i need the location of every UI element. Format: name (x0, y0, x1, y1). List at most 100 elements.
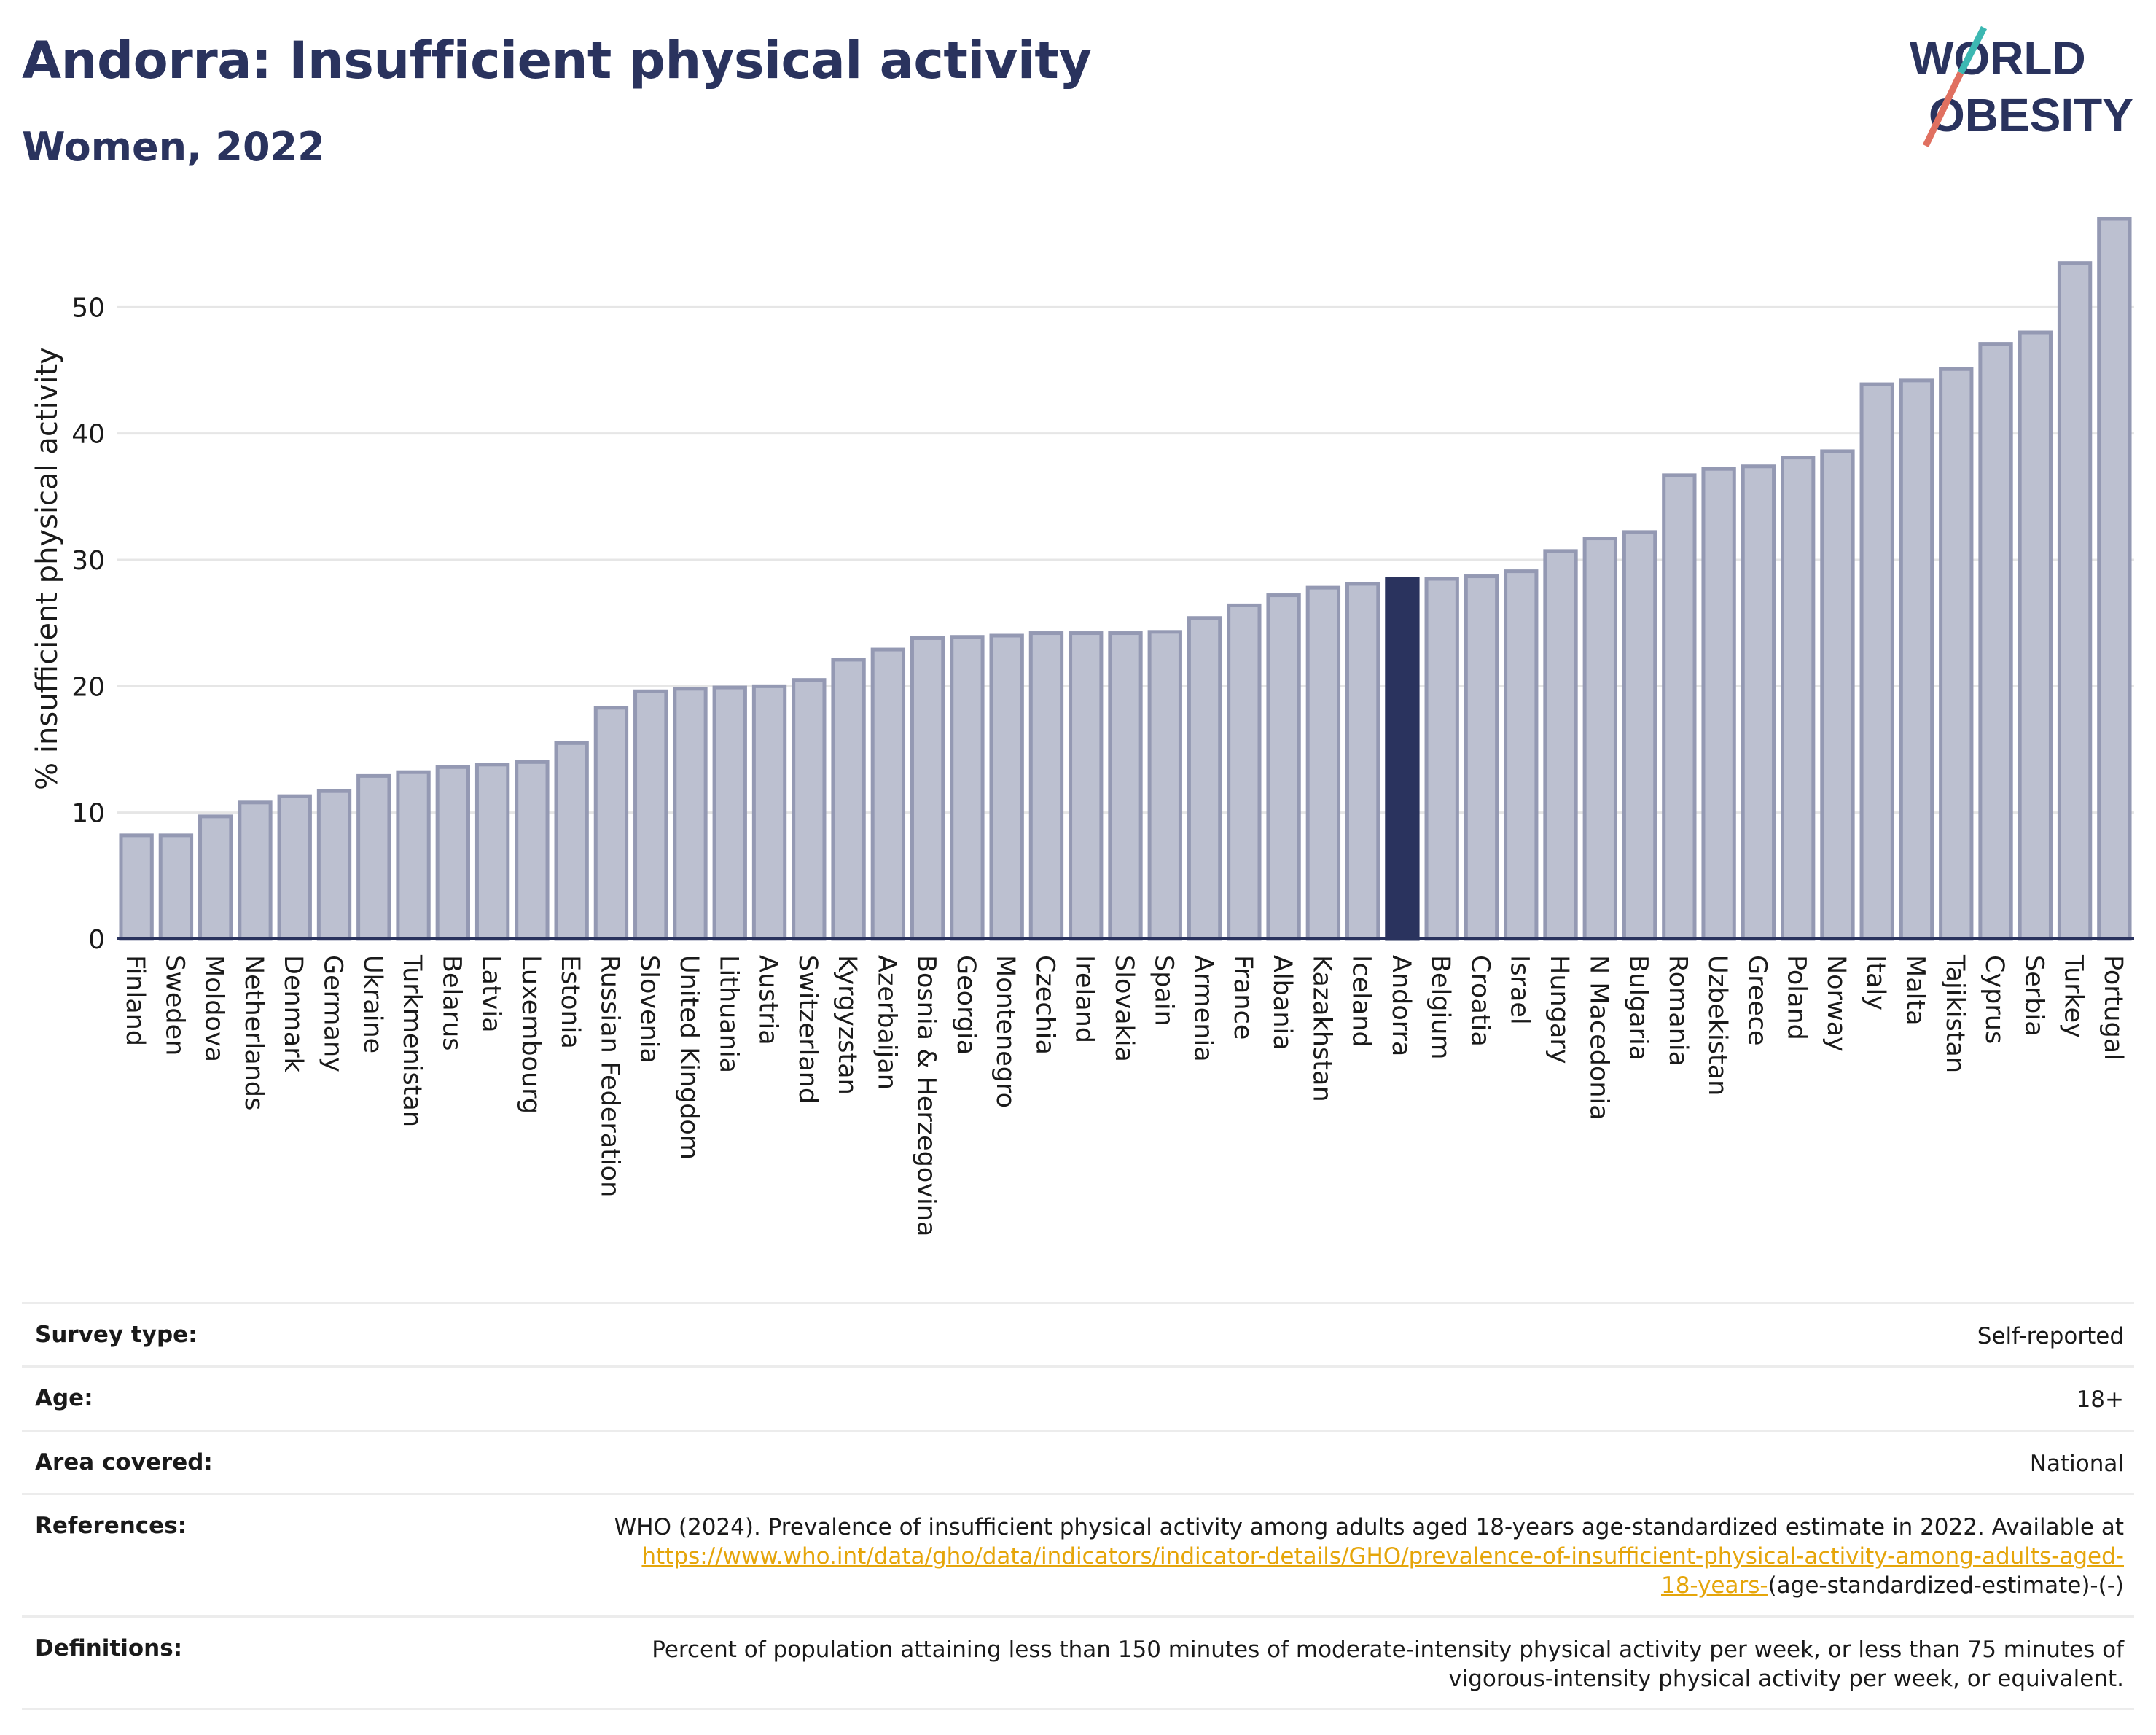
x-tick-label: Turkmenistan (397, 954, 426, 1127)
references-link[interactable]: https://www.who.int/data/gho/data/indica… (641, 1543, 2124, 1599)
y-tick-label: 30 (71, 546, 105, 576)
bar (158, 833, 194, 941)
references-label: References: (35, 1512, 187, 1539)
bar (1108, 631, 1143, 941)
bar (673, 687, 708, 941)
x-tick-label: Ukraine (358, 955, 387, 1053)
bar (316, 789, 352, 941)
x-tick-label: Sweden (160, 955, 189, 1056)
x-tick-label: Andorra (1386, 955, 1415, 1056)
bar (1978, 342, 2013, 941)
x-tick-label: Belarus (437, 955, 466, 1051)
bar (1266, 593, 1301, 941)
definitions-label: Definitions: (35, 1634, 183, 1661)
bar (2018, 330, 2053, 941)
bar-chart: 0 10 20 30 40 50 Finland Sweden Moldova Netherla… (31, 217, 2134, 1236)
x-tick-label: Greece (1742, 955, 1771, 1046)
bar (198, 814, 233, 941)
x-tick-label: United Kingdom (674, 955, 703, 1160)
bar (1424, 577, 1459, 941)
x-tick-label: Montenegro (991, 955, 1020, 1108)
meta-row-area: Area covered: National (22, 1429, 2134, 1493)
bar (1582, 537, 1617, 941)
x-tick-label: Cyprus (1980, 955, 2009, 1044)
x-tick-label: Slovenia (635, 955, 664, 1064)
y-tick-label: 40 (71, 420, 105, 450)
bar (2057, 261, 2093, 941)
bar (1069, 631, 1104, 941)
meta-row-definitions: Definitions: Percent of population attai… (22, 1615, 2134, 1711)
bar (1543, 549, 1578, 941)
survey-type-value: Self-reported (1977, 1323, 2124, 1349)
bar (751, 684, 787, 941)
x-tick-label: Kazakhstan (1307, 955, 1336, 1102)
x-tick-label: Portugal (2098, 955, 2128, 1061)
bar (870, 647, 906, 941)
bar (119, 833, 154, 941)
x-tick-label: Iceland (1347, 955, 1376, 1048)
bar (1028, 631, 1064, 941)
bar (989, 633, 1024, 941)
x-tick-label: Luxembourg (516, 955, 545, 1114)
x-tick-label: Bulgaria (1624, 955, 1653, 1061)
bar (1859, 382, 1894, 941)
bar (831, 658, 866, 941)
y-tick-label: 20 (71, 672, 105, 702)
x-tick-label: Moldova (200, 955, 229, 1062)
x-tick-label: Russian Federation (595, 955, 624, 1197)
x-tick-label: Poland (1782, 955, 1811, 1040)
x-tick-label: Netherlands (239, 955, 268, 1110)
bar (1227, 603, 1262, 941)
references-value: WHO (2024). Prevalence of insufficient p… (608, 1513, 2124, 1601)
bar (1305, 585, 1341, 941)
x-tick-label: Latvia (477, 955, 506, 1033)
bar (1820, 449, 1855, 941)
logo-line1: WORLD (1910, 32, 2086, 85)
x-tick-label: N Macedonia (1584, 955, 1613, 1120)
y-tick-label: 0 (88, 925, 105, 955)
x-tick-label: Turkey (2059, 954, 2088, 1038)
x-tick-label: Lithuania (714, 955, 743, 1073)
bar (1939, 367, 1974, 941)
y-axis-label: % insufficient physical activity (31, 347, 64, 790)
x-tick-label: Kyrgyzstan (832, 955, 862, 1095)
x-tick-label: Switzerland (793, 955, 822, 1104)
bar (1622, 530, 1657, 941)
bars (117, 217, 2134, 941)
meta-row-survey-type: Survey type: Self-reported (22, 1302, 2134, 1365)
x-tick-label: Czechia (1030, 955, 1059, 1055)
x-tick-label: Uzbekistan (1703, 955, 1732, 1096)
bar (792, 678, 827, 941)
x-tick-label: Romania (1663, 955, 1692, 1067)
bar (1741, 464, 1776, 941)
x-tick-label: Bosnia & Herzegovina (912, 955, 941, 1236)
x-tick-label: Serbia (2019, 955, 2048, 1037)
area-value: National (2029, 1450, 2124, 1477)
x-tick-label: Finland (120, 955, 149, 1046)
bar (396, 770, 431, 941)
y-tick-label: 50 (71, 293, 105, 323)
x-tick-label: Malta (1900, 955, 1929, 1026)
area-label: Area covered: (35, 1449, 213, 1475)
x-tick-label: Italy (1861, 955, 1890, 1010)
bar (356, 773, 391, 941)
bar (633, 689, 668, 941)
bar (1780, 456, 1816, 941)
bar (1662, 473, 1697, 941)
metadata-table: Survey type: Self-reported Age: 18+ Area… (22, 1302, 2134, 1711)
bar (277, 794, 312, 941)
bar (1345, 582, 1380, 941)
x-tick-label: France (1228, 955, 1257, 1040)
x-tick-label: Denmark (278, 955, 308, 1073)
definitions-value: Percent of population attaining less tha… (652, 1636, 2124, 1693)
logo-slash-coral-icon (1922, 71, 1964, 147)
bar (435, 765, 471, 941)
bar (1504, 569, 1539, 941)
bar (712, 685, 747, 941)
x-tick-label: Estonia (555, 955, 585, 1049)
survey-type-label: Survey type: (35, 1322, 198, 1348)
bar (474, 763, 510, 941)
x-tick-label: Azerbaijan (872, 955, 901, 1090)
x-tick-label: Albania (1268, 955, 1297, 1050)
bar (554, 741, 589, 941)
